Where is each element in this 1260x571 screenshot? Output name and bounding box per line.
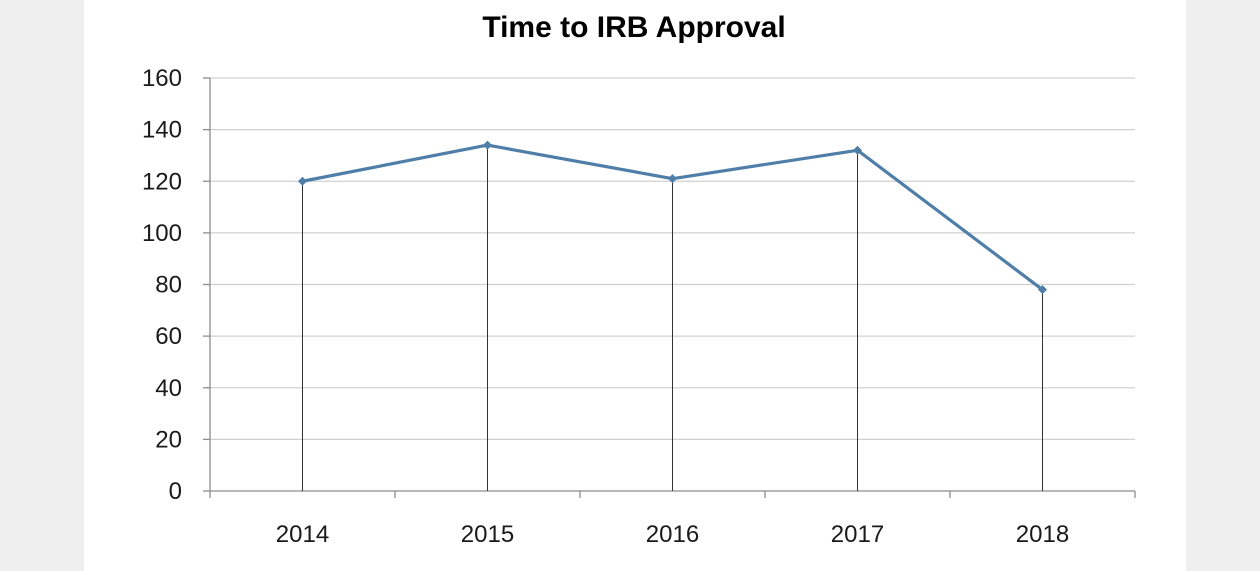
series-line: [298, 140, 1047, 295]
y-tick-label: 0: [169, 478, 182, 505]
x-axis-ticks: 2014 2015 2016 2017 2018: [276, 521, 1069, 548]
data-point: [298, 176, 307, 186]
data-point: [1038, 285, 1047, 295]
x-tick-label: 2017: [831, 521, 884, 548]
y-tick-label: 100: [142, 220, 182, 247]
y-tick-label: 80: [155, 272, 182, 299]
x-tick-label: 2016: [646, 521, 699, 548]
y-tick-label: 140: [142, 117, 182, 144]
y-tick-label: 60: [155, 323, 182, 350]
y-tick-label: 120: [142, 168, 182, 195]
y-tick-label: 160: [142, 65, 182, 92]
data-point: [853, 145, 862, 155]
y-tick-label: 40: [155, 375, 182, 402]
data-point: [483, 140, 492, 150]
y-axis-ticks: 0 20 40 60 80 100 120 140 160: [142, 65, 210, 505]
chart-title: Time to IRB Approval: [482, 11, 785, 44]
y-tick-label: 20: [155, 426, 182, 453]
data-point: [668, 174, 677, 184]
x-tick-label: 2014: [276, 521, 329, 548]
x-tick-label: 2015: [461, 521, 514, 548]
drop-lines: [302, 145, 1043, 491]
chart-panel: [84, 0, 1186, 571]
x-tick-label: 2018: [1016, 521, 1069, 548]
